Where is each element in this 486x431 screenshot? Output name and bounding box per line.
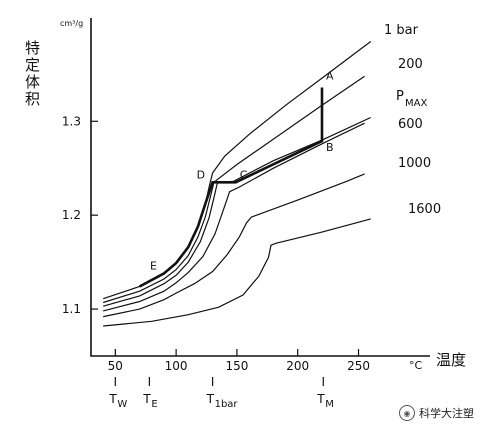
series-label-sub: MAX xyxy=(405,98,427,109)
watermark: ◉ 科学大注塑 xyxy=(399,405,474,421)
y-tick-label: 1.3 xyxy=(62,114,81,128)
marker-label: T xyxy=(108,392,117,406)
series-label: 1 bar xyxy=(384,23,419,38)
x-axis-label: 温度 xyxy=(436,351,466,369)
marker-label-sub: M xyxy=(325,399,334,410)
isobar-curve xyxy=(103,218,371,327)
series-label: 200 xyxy=(398,57,423,72)
marker-label: T xyxy=(142,392,151,406)
point-label: C xyxy=(240,168,248,181)
point-label: B xyxy=(326,141,334,154)
x-tick-label: 250 xyxy=(347,359,370,373)
isobar-curve xyxy=(103,122,365,312)
marker-label-sub: E xyxy=(151,399,157,410)
wechat-icon: ◉ xyxy=(399,405,415,421)
watermark-text: 科学大注塑 xyxy=(419,407,474,420)
marker-label: T xyxy=(316,392,325,406)
y-tick-label: 1.2 xyxy=(62,208,81,222)
y-axis-label: 特定体积 xyxy=(23,40,41,108)
x-tick-label: 100 xyxy=(165,359,188,373)
axes xyxy=(90,18,430,357)
point-label: D xyxy=(197,168,205,181)
x-tick-label: 150 xyxy=(225,359,248,373)
marker-label-sub: W xyxy=(117,399,127,410)
isobar-curve xyxy=(103,75,365,304)
point-label: E xyxy=(150,259,157,272)
x-tick-label: 50 xyxy=(108,359,123,373)
point-label: A xyxy=(326,69,334,82)
x-unit: °C xyxy=(409,359,423,372)
isobar-curve xyxy=(103,116,371,307)
y-tick-label: 1.1 xyxy=(62,302,81,316)
series-label: P xyxy=(396,89,404,104)
series-label: 1000 xyxy=(398,156,431,171)
marker-label: T xyxy=(206,392,215,406)
y-unit: cm³/g xyxy=(60,19,83,28)
x-tick-label: 200 xyxy=(286,359,309,373)
process-path xyxy=(138,87,324,288)
marker-label-sub: 1bar xyxy=(215,399,239,410)
series-label: 1600 xyxy=(408,202,441,217)
isobar-curve xyxy=(103,173,365,318)
series-label: 600 xyxy=(398,117,423,132)
